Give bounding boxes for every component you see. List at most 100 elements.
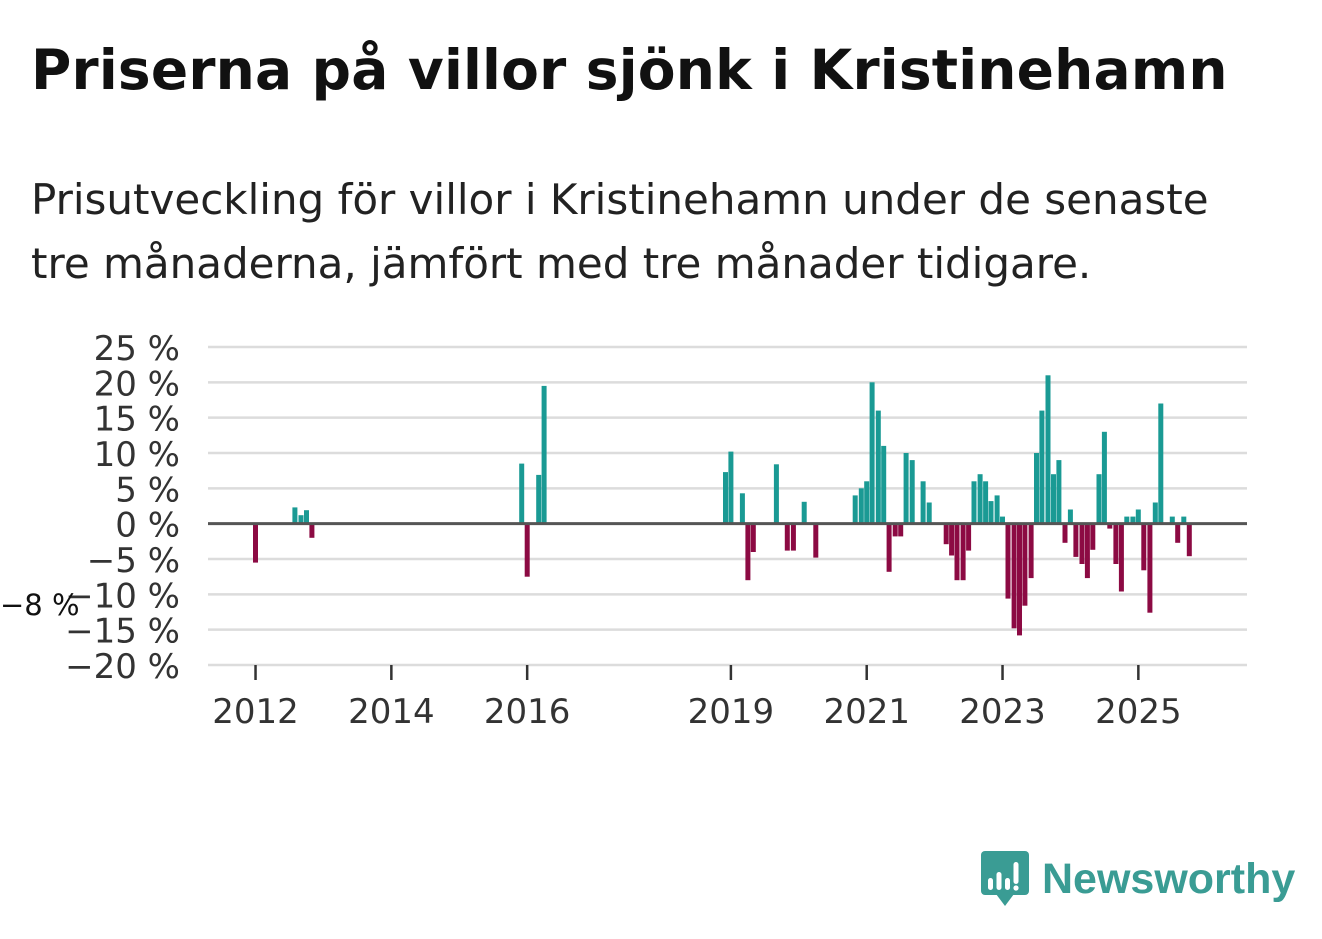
bar	[1073, 523, 1079, 557]
x-tick-label: 2016	[484, 692, 571, 732]
bar	[1175, 523, 1181, 543]
bar	[1147, 523, 1153, 613]
bar	[1005, 523, 1011, 599]
bar	[750, 523, 756, 552]
bar	[1045, 375, 1051, 524]
bar	[1051, 474, 1056, 524]
last-value-label: −8 %	[0, 588, 80, 622]
bar	[1169, 516, 1175, 524]
bar	[971, 481, 977, 524]
x-tick-label: 2019	[688, 692, 775, 732]
bar	[1118, 523, 1124, 592]
y-tick-label: −5 %	[87, 541, 180, 581]
bar	[869, 382, 875, 524]
bar	[903, 453, 909, 524]
bar	[1011, 523, 1017, 629]
bar	[886, 523, 892, 572]
bar	[298, 515, 304, 524]
newsworthy-icon	[981, 851, 1029, 906]
bar	[1096, 474, 1102, 524]
bar	[773, 464, 779, 524]
y-tick-label: −15 %	[65, 612, 180, 652]
x-tick-label: 2021	[823, 692, 910, 732]
bar	[1135, 509, 1141, 524]
bar	[909, 460, 915, 524]
bar	[1186, 523, 1192, 557]
bar	[852, 495, 858, 524]
bar	[1141, 523, 1147, 571]
bar	[977, 474, 983, 524]
x-tick-label: 2025	[1095, 692, 1182, 732]
bar	[892, 523, 898, 537]
bar	[943, 523, 949, 545]
y-tick-label: 0 %	[115, 506, 180, 546]
brand-name: Newsworthy	[1042, 854, 1296, 903]
bar	[253, 523, 258, 563]
bar	[304, 510, 309, 524]
bar	[801, 501, 807, 524]
x-tick-label: 2014	[348, 692, 435, 732]
bar	[784, 523, 790, 551]
bar	[536, 474, 542, 524]
bar	[1084, 523, 1090, 579]
bar	[1056, 460, 1062, 524]
annotations: −8 %	[0, 588, 80, 622]
bar	[966, 523, 972, 551]
bar	[728, 451, 734, 524]
bar	[1062, 523, 1068, 543]
bar	[1107, 523, 1113, 529]
y-tick-label: 20 %	[94, 364, 180, 404]
bar	[1090, 523, 1096, 550]
bar	[739, 493, 745, 524]
bar	[309, 523, 315, 538]
y-axis: 25 %20 %15 %10 %5 %0 %−5 %−10 %−15 %−20 …	[65, 329, 180, 687]
bar	[790, 523, 796, 551]
bar	[723, 472, 728, 524]
bar	[1067, 509, 1073, 524]
bar	[920, 481, 926, 524]
bar	[1158, 403, 1164, 524]
bar	[1113, 523, 1119, 564]
chart-title: Priserna på villor sjönk i Kristinehamn	[31, 38, 1228, 102]
brand-logo: Newsworthy	[980, 848, 1295, 910]
y-tick-label: 25 %	[94, 329, 180, 369]
bar	[1079, 523, 1085, 564]
x-tick-label: 2012	[212, 692, 299, 732]
bar	[541, 385, 547, 524]
bars	[253, 375, 1192, 636]
bar	[1152, 502, 1158, 524]
y-tick-label: 15 %	[94, 400, 180, 440]
bar	[988, 501, 994, 524]
bar	[524, 523, 530, 577]
bar	[1130, 516, 1136, 524]
bar	[1101, 431, 1107, 524]
bar	[875, 410, 881, 524]
bar	[949, 523, 955, 556]
bar	[813, 523, 819, 558]
bar	[983, 481, 989, 524]
y-tick-label: 5 %	[115, 470, 180, 510]
bar	[292, 507, 298, 524]
bar	[1022, 523, 1028, 606]
x-axis: 2012 2014 2016 2019 2021 2023 2025	[212, 665, 1182, 732]
bar	[1124, 516, 1130, 524]
chart-subtitle: Prisutveckling för villor i Kristinehamn…	[31, 175, 1209, 288]
bar	[864, 481, 870, 524]
y-tick-label: −10 %	[65, 576, 180, 616]
bar	[1028, 523, 1034, 579]
bar	[994, 495, 1000, 524]
y-tick-label: −20 %	[65, 647, 180, 687]
bar	[745, 523, 751, 581]
bar	[1181, 516, 1187, 524]
x-tick-label: 2023	[959, 692, 1046, 732]
bar	[1039, 410, 1045, 524]
bar	[1017, 523, 1022, 636]
bar	[926, 502, 932, 524]
bar	[960, 523, 966, 581]
bar	[1000, 516, 1005, 524]
bar	[1034, 453, 1039, 524]
y-tick-label: 10 %	[94, 435, 180, 475]
bar	[898, 523, 904, 537]
bar	[881, 445, 887, 524]
